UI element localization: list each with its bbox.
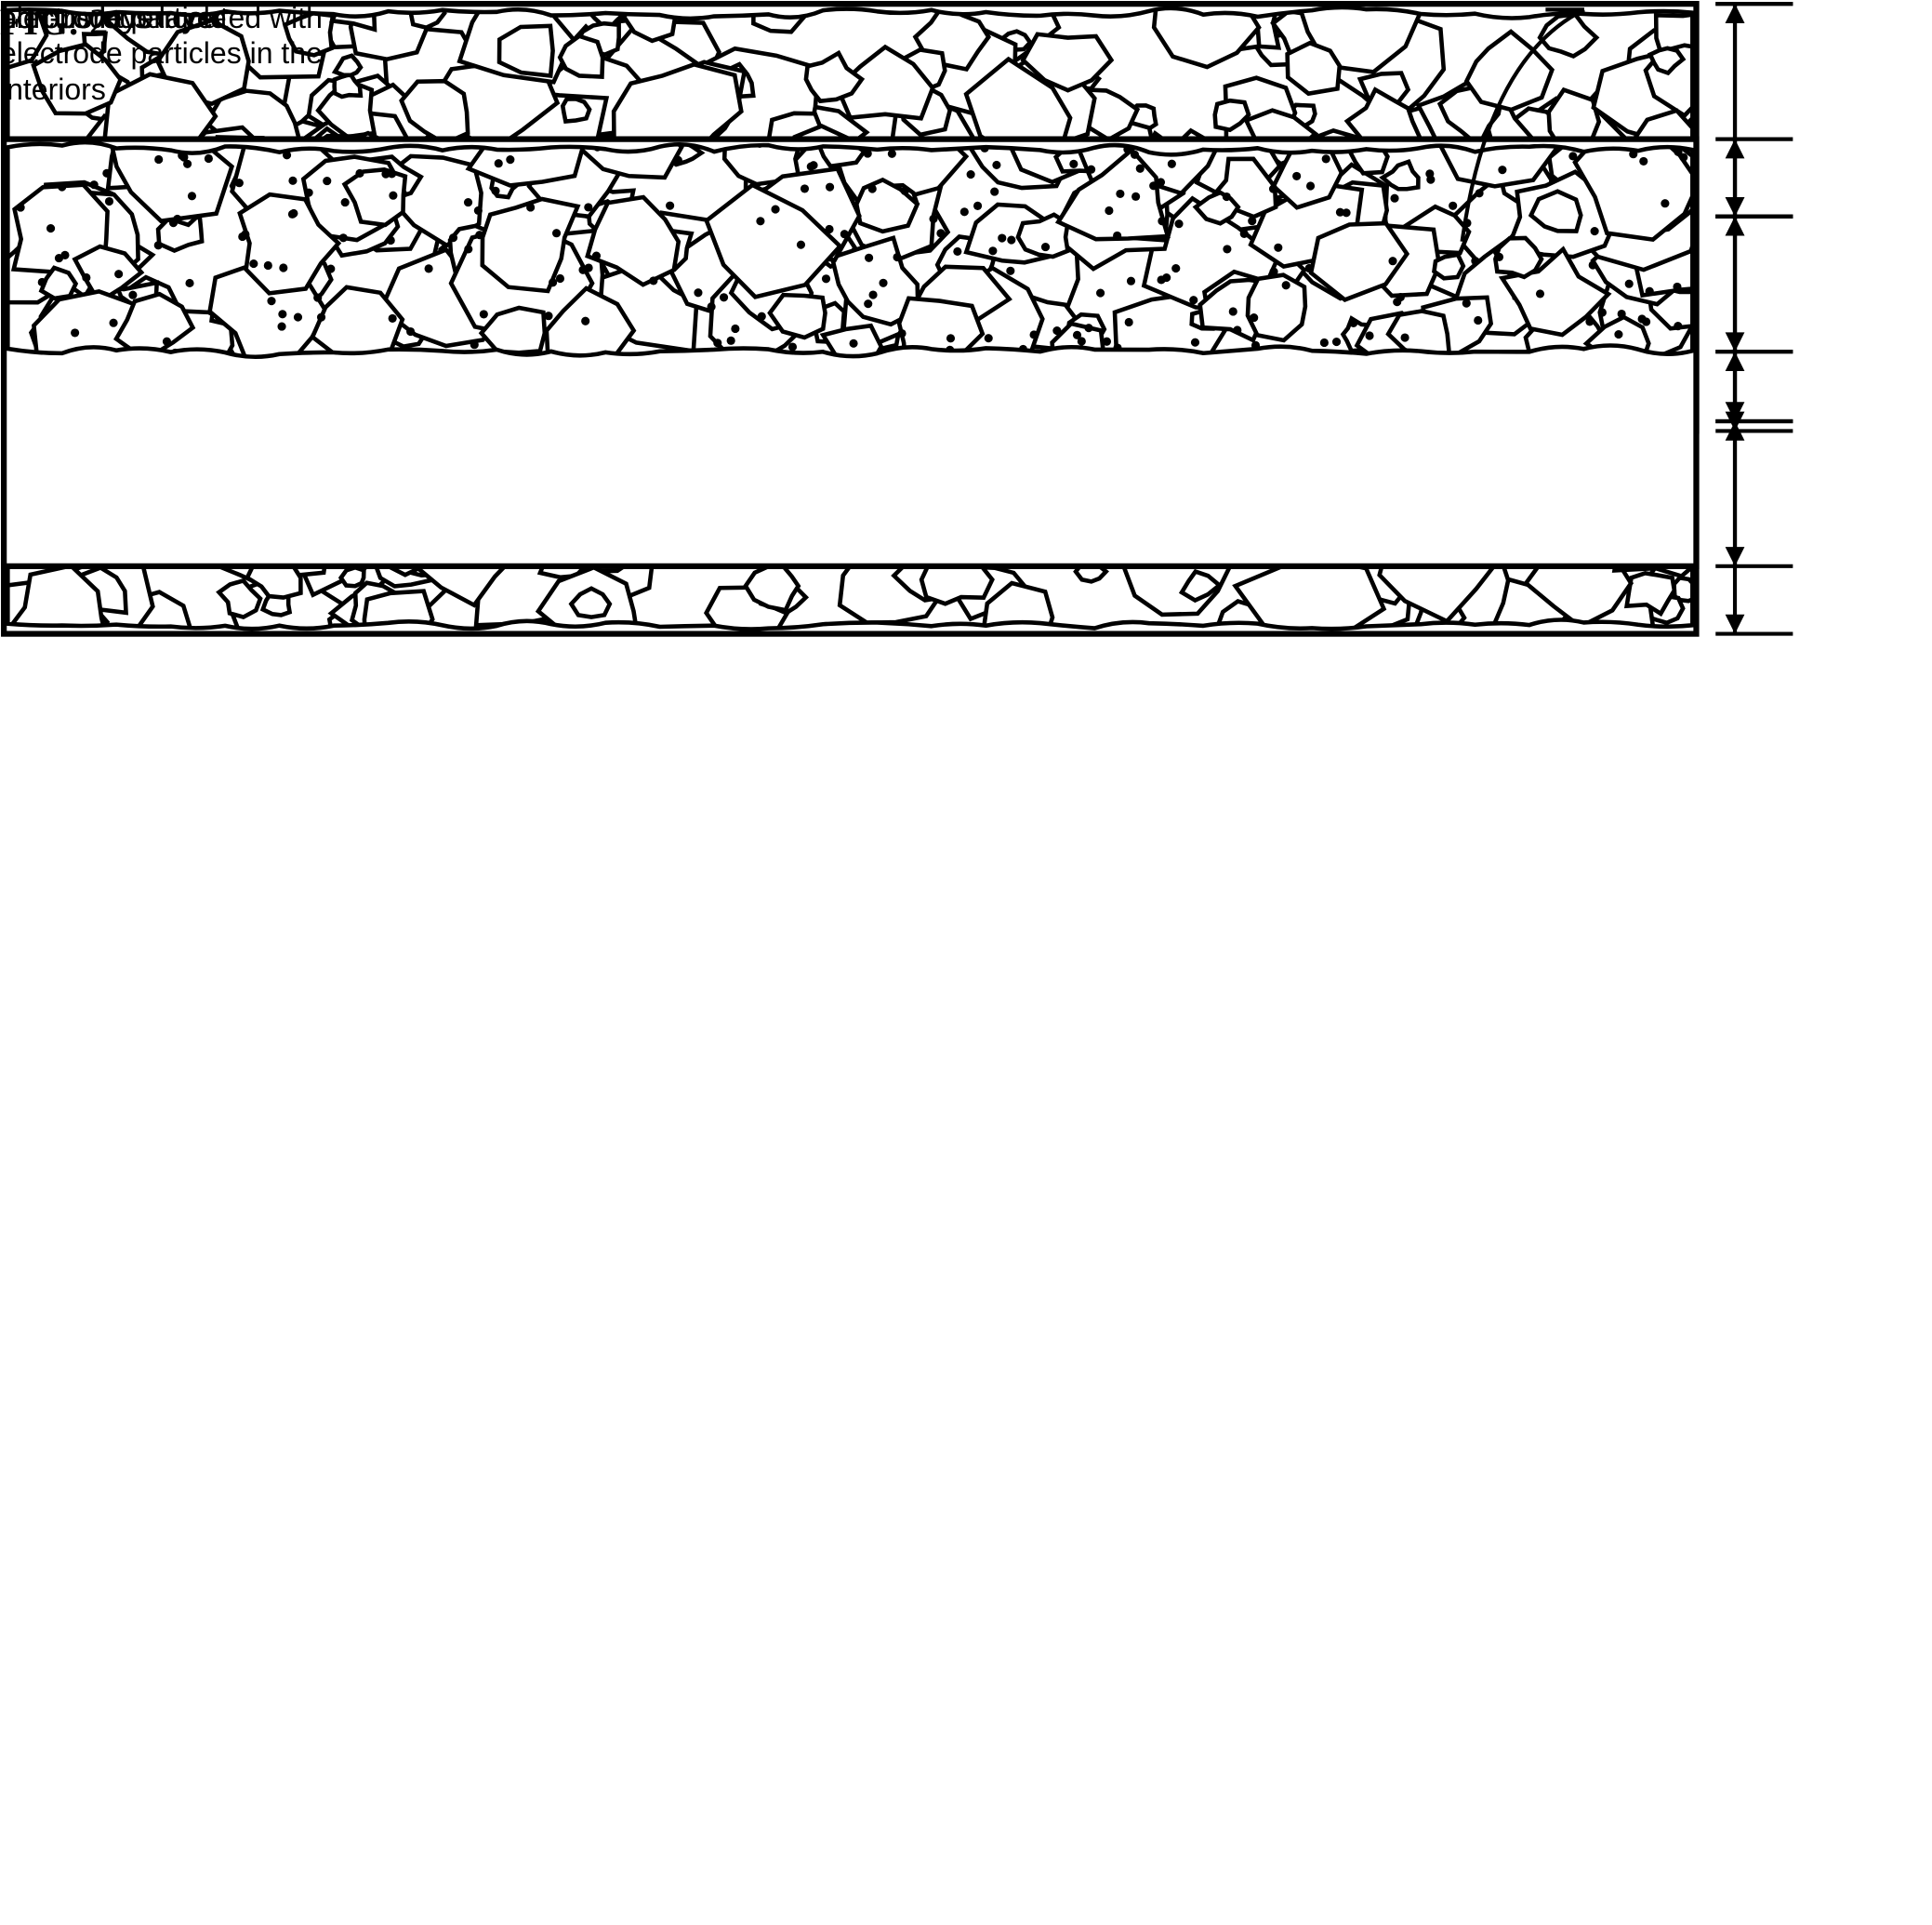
fig-2-label-nonporous: non-porous layer [0,0,223,35]
page: FIG. 1A porous layer non-porous layer FI… [0,0,1932,1925]
